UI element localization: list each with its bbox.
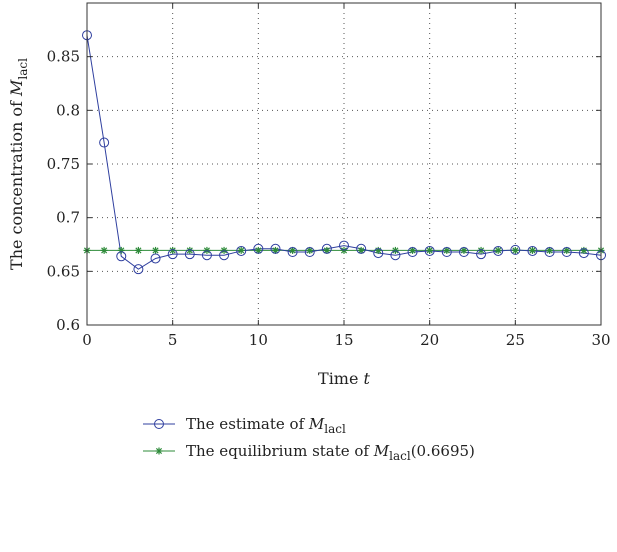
data-point-series-2	[134, 246, 142, 254]
x-tick-label: 15	[334, 331, 353, 349]
data-point-series-2	[289, 246, 297, 254]
legend-swatch-marker	[155, 447, 163, 455]
x-axis-label-text: Time	[318, 369, 358, 388]
data-point-series-2	[271, 246, 279, 254]
data-point-series-1	[167, 249, 178, 260]
y-axis-label-var: M	[7, 79, 26, 97]
legend-item-2: The equilibrium state of Mlacl(0.6695)	[143, 442, 475, 463]
series-layer	[82, 30, 606, 275]
data-point-series-1	[184, 249, 195, 260]
y-tick-label: 0.8	[56, 101, 80, 119]
data-point-series-1	[373, 248, 384, 259]
data-point-series-2	[563, 246, 571, 254]
data-point-series-2	[100, 246, 108, 254]
data-point-series-1	[304, 247, 315, 258]
data-point-series-1	[476, 249, 487, 260]
legend-label: The estimate of Mlacl	[186, 415, 346, 436]
y-tick-label: 0.85	[47, 48, 80, 66]
legend-item-1: The estimate of Mlacl	[143, 415, 346, 436]
data-point-series-1	[201, 250, 212, 261]
data-point-series-2	[443, 246, 451, 254]
x-tick-label: 30	[591, 331, 610, 349]
legend: The estimate of Mlacl The equilibrium sta…	[143, 415, 475, 463]
legend-swatch-marker	[154, 419, 164, 429]
x-tick-label: 0	[82, 331, 92, 349]
data-point-series-1	[116, 251, 127, 262]
data-point-series-1	[150, 253, 161, 264]
data-point-series-2	[306, 246, 314, 254]
y-tick-label: 0.65	[47, 262, 80, 280]
data-point-series-1	[510, 244, 521, 255]
y-tick-label: 0.6	[56, 316, 80, 334]
data-point-series-1	[458, 247, 469, 258]
data-point-series-1	[544, 247, 555, 258]
data-point-series-1	[578, 248, 589, 259]
data-point-series-1	[356, 243, 367, 254]
y-axis-label-sub: lacl	[16, 58, 30, 80]
data-point-series-1	[441, 247, 452, 258]
x-tick-label: 5	[168, 331, 178, 349]
data-point-series-2	[511, 246, 519, 254]
data-point-series-1	[561, 247, 572, 258]
data-point-series-1	[407, 247, 418, 258]
data-point-series-2	[374, 246, 382, 254]
data-point-series-2	[426, 246, 434, 254]
x-tick-label: 20	[420, 331, 439, 349]
data-point-series-2	[460, 246, 468, 254]
grid-lines	[87, 3, 601, 325]
data-point-series-1	[287, 247, 298, 258]
axis-ticks: 0 5 10 15 20 25 30 0.6 0.65 0.7 0.75 0.8 0.85	[47, 3, 611, 349]
data-point-series-2	[254, 246, 262, 254]
x-axis-label: Time t	[318, 369, 371, 388]
data-point-series-2	[357, 246, 365, 254]
x-tick-label: 10	[249, 331, 268, 349]
legend-label: The equilibrium state of Mlacl(0.6695)	[186, 442, 475, 463]
x-axis-label-var: t	[364, 369, 371, 388]
data-point-series-2	[528, 246, 536, 254]
data-point-series-1	[270, 243, 281, 254]
data-point-series-2	[323, 246, 331, 254]
data-point-series-1	[236, 245, 247, 256]
y-tick-label: 0.75	[47, 155, 80, 173]
y-axis-label-text: The concentration of	[7, 100, 26, 270]
data-point-series-1	[390, 250, 401, 261]
data-point-series-2	[546, 246, 554, 254]
data-point-series-2	[580, 246, 588, 254]
data-point-series-1	[493, 245, 504, 256]
data-point-series-1	[133, 264, 144, 275]
data-point-series-1	[339, 240, 349, 251]
x-tick-label: 25	[506, 331, 525, 349]
data-point-series-1	[253, 243, 264, 254]
y-axis-label: The concentration of Mlacl	[7, 58, 30, 270]
data-point-series-1	[321, 243, 332, 254]
data-point-series-2	[494, 246, 502, 254]
data-point-series-2	[237, 246, 245, 254]
data-point-series-2	[409, 246, 417, 254]
data-point-series-2	[152, 246, 160, 254]
data-point-series-1	[424, 245, 435, 256]
data-point-series-1	[527, 245, 538, 256]
y-tick-label: 0.7	[56, 209, 80, 227]
data-point-series-1	[219, 250, 230, 261]
data-point-series-1	[99, 137, 110, 148]
